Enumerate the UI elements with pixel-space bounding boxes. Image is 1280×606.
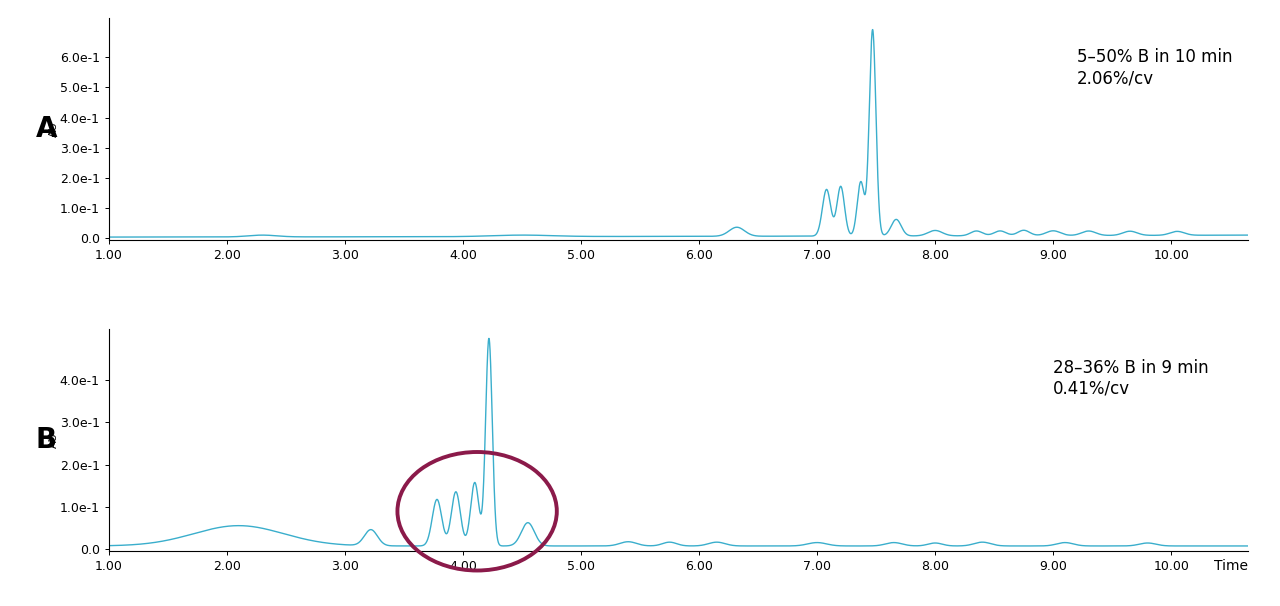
Y-axis label: AU: AU (49, 433, 59, 448)
Y-axis label: AU: AU (49, 121, 59, 137)
Text: Time: Time (1213, 559, 1248, 573)
Text: 5–50% B in 10 min
2.06%/cv: 5–50% B in 10 min 2.06%/cv (1076, 48, 1233, 87)
Text: A: A (36, 115, 56, 143)
Text: 28–36% B in 9 min
0.41%/cv: 28–36% B in 9 min 0.41%/cv (1053, 359, 1208, 398)
Text: B: B (36, 427, 56, 454)
